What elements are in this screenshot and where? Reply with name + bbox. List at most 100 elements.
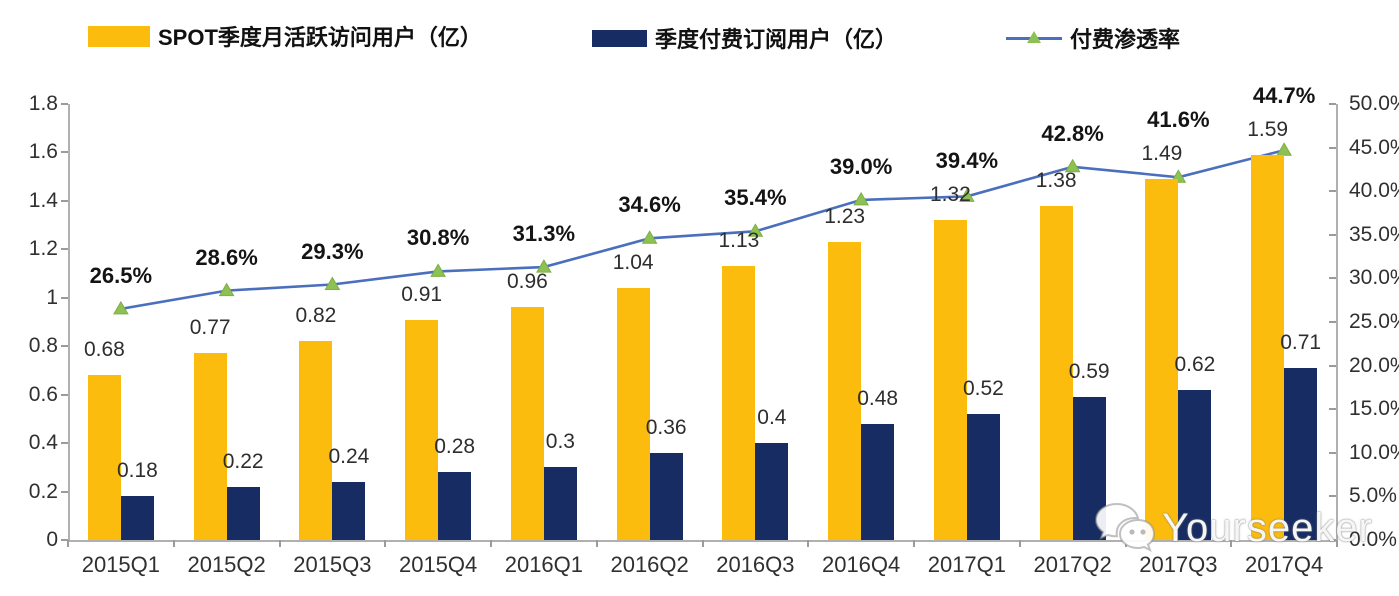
right-axis-tick <box>1329 103 1336 105</box>
bar-mau-2015Q2 <box>193 353 227 540</box>
subscribers-value-label: 0.4 <box>757 406 787 430</box>
bar-subscribers-2017Q4 <box>1284 368 1318 540</box>
bar-mau-2015Q3 <box>299 341 333 540</box>
right-axis-tick-label: 5.0% <box>1349 484 1397 508</box>
right-axis-tick <box>1329 495 1336 498</box>
right-axis-tick <box>1329 190 1336 193</box>
bar-subscribers-2015Q2 <box>226 486 260 540</box>
left-axis-tick <box>61 248 68 251</box>
mau-value-label: 1.59 <box>1247 117 1289 141</box>
penetration-rate-label: 30.8% <box>406 225 470 251</box>
right-axis-tick-label: 20.0% <box>1349 353 1399 377</box>
bar-mau-2017Q4 <box>1251 154 1285 540</box>
bar-subscribers-2016Q2 <box>649 452 683 540</box>
right-axis-tick-label: 30.0% <box>1349 266 1399 290</box>
penetration-rate-label: 31.3% <box>512 221 576 247</box>
bar-subscribers-2015Q1 <box>120 496 154 540</box>
mau-value-label: 1.38 <box>1035 168 1077 192</box>
mau-value-label: 0.82 <box>295 304 337 328</box>
x-axis-boundary-tick <box>1336 540 1338 547</box>
left-axis-tick-label: 1.4 <box>28 188 58 212</box>
bar-mau-2016Q2 <box>616 288 650 540</box>
subscribers-legend-swatch <box>592 29 647 47</box>
x-axis-boundary-tick <box>384 540 387 547</box>
x-axis-boundary-tick <box>807 540 810 547</box>
left-axis-tick <box>61 103 68 105</box>
bar-subscribers-2016Q4 <box>861 423 895 540</box>
watermark: Yourseeker <box>1092 500 1373 556</box>
right-axis-tick-label: 15.0% <box>1349 397 1399 421</box>
left-axis-tick <box>61 490 68 493</box>
legend-label-penetration: 付费渗透率 <box>1070 27 1181 52</box>
subscribers-value-label: 0.59 <box>1068 360 1110 384</box>
bar-mau-2016Q3 <box>722 266 756 540</box>
right-y-axis-line <box>1336 104 1338 542</box>
penetration-rate-label: 42.8% <box>1041 120 1104 146</box>
right-axis-tick <box>1329 233 1336 236</box>
mau-value-label: 1.23 <box>824 205 866 229</box>
left-axis-tick-label: 1.2 <box>28 237 58 261</box>
x-axis-label: 2015Q4 <box>398 552 478 577</box>
subscribers-value-label: 0.62 <box>1174 352 1216 376</box>
subscribers-value-label: 0.24 <box>328 444 370 468</box>
x-axis-label: 2017Q3 <box>1139 552 1218 577</box>
left-axis-tick-label: 0.6 <box>28 382 58 406</box>
chart-legend: SPOT季度月活跃访问用户（亿） 季度付费订阅用户（亿） 付费渗透率 <box>0 16 1399 52</box>
left-axis-tick <box>61 199 68 202</box>
x-axis-label: 2017Q1 <box>927 552 1007 577</box>
x-axis-boundary-tick <box>67 540 69 547</box>
penetration-rate-label: 29.3% <box>301 238 364 264</box>
subscribers-value-label: 0.36 <box>645 415 687 439</box>
legend-label-subscribers: 季度付费订阅用户（亿） <box>655 27 898 52</box>
right-axis-tick <box>1329 146 1336 149</box>
right-axis-tick <box>1329 408 1336 411</box>
legend-item-penetration: 付费渗透率 <box>1006 22 1180 54</box>
x-axis-label: 2017Q2 <box>1033 552 1112 577</box>
bar-subscribers-2016Q3 <box>755 443 789 540</box>
right-axis-tick <box>1329 539 1336 541</box>
mau-value-label: 1.13 <box>718 229 760 253</box>
x-axis-label: 2016Q1 <box>504 552 584 577</box>
x-axis-boundary-tick <box>701 540 704 547</box>
subscribers-value-label: 0.52 <box>962 377 1004 401</box>
penetration-line-swatch <box>1006 29 1062 47</box>
penetration-rate-label: 34.6% <box>618 192 681 218</box>
right-axis-tick-label: 40.0% <box>1349 179 1399 203</box>
penetration-rate-label: 44.7% <box>1252 82 1316 108</box>
left-y-axis-line <box>68 104 70 542</box>
bar-mau-2016Q1 <box>510 307 544 540</box>
penetration-rate-label: 28.6% <box>195 244 258 270</box>
bar-mau-2017Q1 <box>933 220 967 540</box>
mau-value-label: 1.04 <box>612 251 654 275</box>
bar-subscribers-2017Q1 <box>966 414 1000 540</box>
right-axis-tick-label: 10.0% <box>1349 440 1399 464</box>
x-axis-label: 2017Q4 <box>1244 552 1324 577</box>
right-axis-tick <box>1329 321 1336 323</box>
penetration-rate-label: 35.4% <box>724 185 787 211</box>
wechat-icon <box>1094 502 1156 553</box>
bar-mau-2017Q2 <box>1039 205 1073 540</box>
x-axis-label: 2016Q2 <box>610 552 689 577</box>
bar-mau-2016Q4 <box>828 242 862 540</box>
left-axis-tick <box>61 539 68 541</box>
mau-value-label: 0.91 <box>401 282 443 306</box>
right-axis-tick-label: 50.0% <box>1349 92 1399 115</box>
left-axis-tick <box>61 393 68 396</box>
penetration-rate-label: 26.5% <box>89 262 153 288</box>
right-axis-tick-label: 25.0% <box>1349 310 1399 333</box>
left-axis-tick <box>61 296 68 299</box>
right-axis-tick <box>1329 451 1336 454</box>
left-axis-tick <box>61 345 68 348</box>
left-axis-tick-label: 0.2 <box>28 479 58 503</box>
right-axis-tick-label: 0.0% <box>1349 528 1397 551</box>
legend-label-mau: SPOT季度月活跃访问用户（亿） <box>158 25 482 50</box>
subscribers-value-label: 0.28 <box>434 435 476 459</box>
legend-item-subscribers: 季度付费订阅用户（亿） <box>592 22 897 54</box>
x-axis-boundary-tick <box>1230 540 1233 547</box>
mau-value-label: 0.77 <box>189 316 231 340</box>
x-axis-boundary-tick <box>595 540 598 547</box>
mau-legend-swatch <box>88 25 150 47</box>
penetration-rate-label: 39.0% <box>829 153 893 179</box>
x-axis-boundary-tick <box>490 540 492 547</box>
x-axis-label: 2016Q4 <box>821 552 901 577</box>
